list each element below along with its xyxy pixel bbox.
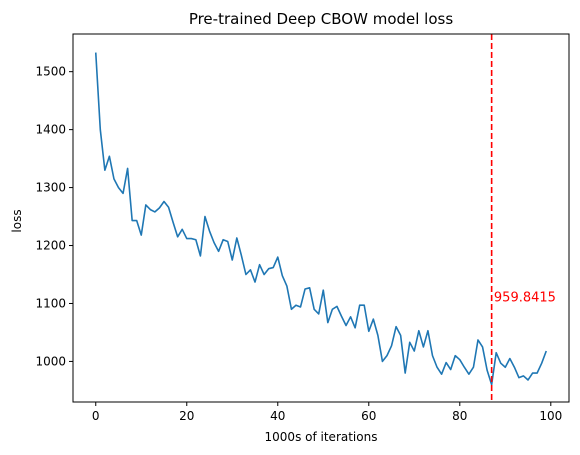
x-tick-label: 40	[270, 409, 285, 423]
x-axis-label: 1000s of iterations	[265, 430, 378, 444]
x-tick-label: 60	[361, 409, 376, 423]
x-tick-label: 0	[92, 409, 100, 423]
y-axis-label: loss	[10, 209, 24, 232]
y-tick-label: 1400	[35, 123, 66, 137]
x-tick-label: 80	[452, 409, 467, 423]
x-tick-label: 100	[539, 409, 562, 423]
min-loss-annotation: 959.8415	[494, 291, 556, 306]
y-tick-label: 1300	[35, 181, 66, 195]
y-tick-label: 1200	[35, 239, 66, 253]
x-tick-label: 20	[179, 409, 194, 423]
y-tick-label: 1100	[35, 296, 66, 310]
axis-ticks: 0 20 40 60 80 100 1000 1100 1200 1300 1400 1500	[35, 65, 562, 423]
chart-title: Pre-trained Deep CBOW model loss	[189, 10, 454, 28]
series-line-0	[94, 52, 547, 386]
y-tick-label: 1000	[35, 354, 66, 368]
plot-frame	[72, 33, 570, 403]
plot-area: 959.8415	[94, 34, 556, 402]
y-tick-label: 1500	[35, 65, 66, 79]
